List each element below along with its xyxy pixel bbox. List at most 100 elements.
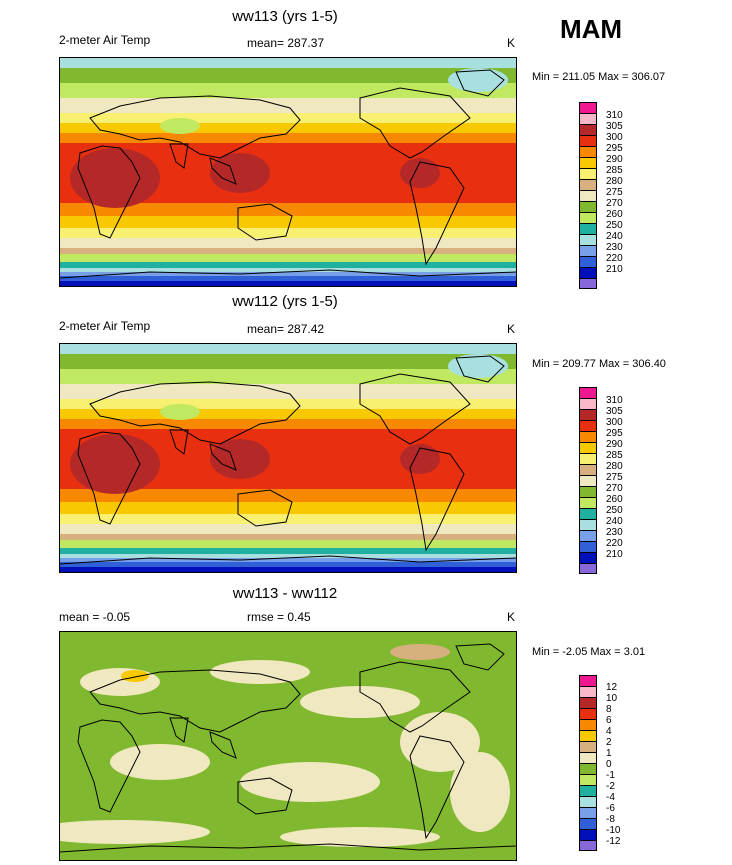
colorbar-swatch [579,486,597,497]
temperature-band [60,514,516,524]
colorbar-swatch [579,807,597,818]
panel-1-units: K [507,36,516,50]
temperature-band [60,216,516,228]
colorbar-swatch [579,245,597,256]
colorbar-swatch [579,541,597,552]
colorbar-swatch [579,752,597,763]
colorbar-swatch [579,519,597,530]
colorbar-swatch [579,530,597,541]
tibet-cool-region [160,404,200,420]
temperature-band [60,419,516,429]
coastline [169,717,189,743]
colorbar-label: 300 [606,417,623,428]
coastline [409,447,465,552]
temperature-band [60,113,516,123]
temperature-band [60,133,516,143]
colorbar-label: 305 [606,121,623,132]
colorbar-swatch [579,278,597,289]
colorbar-label: 2 [606,737,612,748]
colorbar-label: 300 [606,132,623,143]
colorbar-swatch [579,708,597,719]
coastline [77,719,141,813]
temperature-band [60,262,516,268]
colorbar-swatch [579,212,597,223]
colorbar-label: 220 [606,253,623,264]
colorbar-swatch [579,697,597,708]
panel-1-title: ww113 (yrs 1-5) [232,8,338,25]
temperature-band [60,344,516,354]
panel-1-variable-label: 2-meter Air Temp [59,33,151,47]
colorbar-label: 210 [606,549,623,560]
colorbar-swatch [579,256,597,267]
greenland-cold-region [448,354,508,378]
temperature-band [60,98,516,113]
temperature-band [60,276,516,281]
colorbar-label: 10 [606,693,618,704]
warm-region [210,153,270,193]
colorbar-label: 280 [606,176,623,187]
difference-region [300,686,420,718]
warm-region [400,158,440,188]
colorbar-swatch [579,113,597,124]
coastline [89,669,301,733]
colorbar-swatch [579,763,597,774]
colorbar-label: 0 [606,759,612,770]
colorbar-label: 240 [606,231,623,242]
colorbar-swatch [579,398,597,409]
panel-1-colorbar [579,102,597,289]
temperature-band [60,369,516,384]
colorbar-label: 275 [606,187,623,198]
warm-region [70,434,160,494]
colorbar-label: 290 [606,439,623,450]
difference-region [450,752,510,832]
colorbar-swatch [579,387,597,398]
difference-positive-region [121,670,149,682]
coastline [455,355,505,383]
colorbar-label: 8 [606,704,612,715]
difference-region [210,660,310,684]
warm-region [210,439,270,479]
coastline [455,643,505,671]
colorbar-label: 12 [606,682,618,693]
coastline [359,373,471,445]
panel-1-map [59,57,517,287]
temperature-band [60,268,516,272]
panel-3-rmse-label: rmse = 0.45 [247,610,311,624]
colorbar-swatch [579,179,597,190]
temperature-band [60,58,516,68]
temperature-band [60,558,516,562]
coastline [89,95,301,159]
colorbar-swatch [579,785,597,796]
colorbar-swatch [579,201,597,212]
warm-region [400,444,440,474]
colorbar-swatch [579,135,597,146]
temperature-band [60,489,516,502]
colorbar-swatch [579,552,597,563]
colorbar-label: -12 [606,836,621,847]
colorbar-label: -2 [606,781,615,792]
colorbar-label: 210 [606,264,623,275]
panel-3-title: ww113 - ww112 [232,585,338,602]
colorbar-swatch [579,829,597,840]
temperature-band [60,384,516,399]
season-label: MAM [560,14,623,44]
colorbar-label: 270 [606,483,623,494]
colorbar-swatch [579,675,597,686]
colorbar-swatch [579,102,597,113]
colorbar-swatch [579,563,597,574]
temperature-band [60,281,516,286]
panel-2-units: K [507,322,516,336]
colorbar-swatch [579,267,597,278]
panel-2-map-graphic [60,344,516,572]
coastline [409,161,465,266]
colorbar-swatch [579,497,597,508]
coastline [169,429,189,455]
colorbar-label: 310 [606,395,623,406]
temperature-band [60,254,516,262]
colorbar-label: -1 [606,770,615,781]
colorbar-label: 250 [606,220,623,231]
panel-3-mean-label: mean = -0.05 [59,610,131,624]
panel-2-variable-label: 2-meter Air Temp [59,319,151,333]
colorbar-swatch [579,840,597,851]
colorbar-label: -6 [606,803,615,814]
